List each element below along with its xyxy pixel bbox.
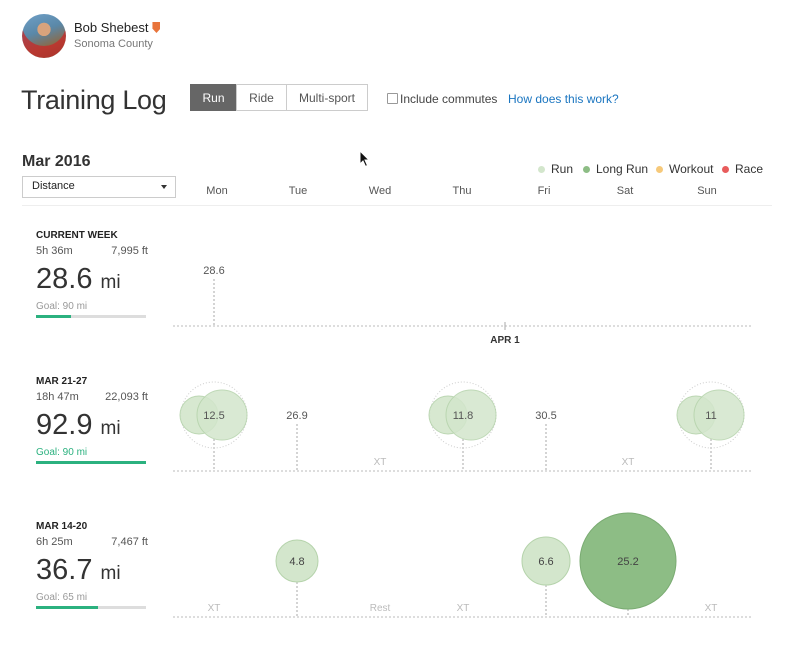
week-distance-unit: mi <box>100 563 121 584</box>
activity-note: XT <box>374 457 387 468</box>
legend-dot <box>722 165 729 173</box>
activity-value: 12.5 <box>203 410 224 422</box>
tab-run[interactable]: Run <box>190 84 237 111</box>
week-elevation: 7,467 ft <box>111 536 148 548</box>
legend-dot <box>538 165 545 173</box>
activity-bubble[interactable] <box>579 512 677 610</box>
month-label: Mar 2016 <box>22 153 91 170</box>
activity-value: 4.8 <box>289 556 304 568</box>
week-distance: 92.9 mi <box>36 409 148 442</box>
activity-value: 6.6 <box>538 556 553 568</box>
legend-dot <box>656 165 663 173</box>
activity-note: Rest <box>370 603 391 614</box>
activity-bubble[interactable] <box>445 389 497 441</box>
tab-multi-sport[interactable]: Multi-sport <box>286 84 368 111</box>
goal-progress-fill <box>36 315 72 318</box>
legend-workout: Workout <box>656 162 713 176</box>
legend-dot <box>583 165 590 173</box>
day-tue: Tue <box>288 185 308 197</box>
activity-note: XT <box>208 603 221 614</box>
activity-bubble[interactable] <box>275 539 319 583</box>
week-time: 5h 36m <box>36 245 73 257</box>
goal-progress-bar <box>36 606 146 609</box>
activity-value: 11.8 <box>453 410 474 422</box>
legend-label: Workout <box>669 162 714 176</box>
metric-select[interactable]: Distance <box>22 176 176 198</box>
goal-progress-bar <box>36 315 146 318</box>
week-distance-value: 36.7 <box>36 554 93 586</box>
week-goal: Goal: 90 mi <box>36 447 88 458</box>
day-fri: Fri <box>537 185 551 197</box>
activity-bubble[interactable] <box>693 389 745 441</box>
metric-select-value: Distance <box>32 180 75 192</box>
shield-icon <box>152 22 161 33</box>
include-commutes-checkbox[interactable] <box>387 93 398 104</box>
week-distance-unit: mi <box>100 418 121 439</box>
day-sat: Sat <box>616 185 634 197</box>
week-elevation: 7,995 ft <box>111 245 148 257</box>
activity-note: XT <box>622 457 635 468</box>
legend-race: Race <box>722 162 763 176</box>
week-label: CURRENT WEEK <box>36 230 118 241</box>
week-label: MAR 14-20 <box>36 521 88 532</box>
week-distance-unit: mi <box>100 272 121 293</box>
legend-label: Race <box>735 162 764 176</box>
chevron-down-icon <box>161 185 167 189</box>
goal-progress-fill <box>36 461 146 464</box>
goal-progress-bar <box>36 461 146 464</box>
activity-note: XT <box>705 603 718 614</box>
week-distance: 28.6 mi <box>36 263 148 296</box>
week-distance-value: 28.6 <box>36 263 93 295</box>
athlete-avatar[interactable] <box>22 14 66 58</box>
include-commutes-label[interactable]: Include commutes <box>400 92 498 106</box>
activity-bubble[interactable] <box>196 389 248 441</box>
week-summary-mar-14-20[interactable]: MAR 14-20 6h 25m 7,467 ft 36.7 mi Goal: 6… <box>36 521 148 609</box>
day-thu: Thu <box>452 185 472 197</box>
activity-value: 26.9 <box>286 410 307 422</box>
legend-long-run: Long Run <box>583 162 648 176</box>
week-elevation: 22,093 ft <box>105 391 148 403</box>
month-marker-label: APR 1 <box>490 335 520 346</box>
week-summary-current[interactable]: CURRENT WEEK 5h 36m 7,995 ft 28.6 mi Goal… <box>36 230 148 318</box>
day-wed: Wed <box>368 185 392 197</box>
legend-run: Run <box>538 162 573 176</box>
day-sun: Sun <box>697 185 717 197</box>
week-label: MAR 21-27 <box>36 376 88 387</box>
activity-note: XT <box>457 603 470 614</box>
activity-value: 25.2 <box>617 556 638 568</box>
legend-label: Long Run <box>596 162 649 176</box>
athlete-name-text[interactable]: Bob Shebest <box>74 20 149 35</box>
legend-label: Run <box>551 162 574 176</box>
activity-bubble[interactable] <box>521 536 571 586</box>
day-mon: Mon <box>206 185 228 197</box>
week-stats: 6h 25m 7,467 ft <box>36 536 148 548</box>
mouse-cursor-icon <box>359 150 371 168</box>
week-stats: 18h 47m 22,093 ft <box>36 391 148 403</box>
week-stats: 5h 36m 7,995 ft <box>36 245 148 257</box>
week-time: 18h 47m <box>36 391 79 403</box>
athlete-location: Sonoma County <box>74 38 153 50</box>
activity-value: 30.5 <box>535 410 556 422</box>
tab-ride[interactable]: Ride <box>236 84 287 111</box>
goal-progress-fill <box>36 606 98 609</box>
week-goal: Goal: 90 mi <box>36 301 88 312</box>
week-distance-value: 92.9 <box>36 409 93 441</box>
week-time: 6h 25m <box>36 536 73 548</box>
athlete-name[interactable]: Bob Shebest <box>74 20 161 35</box>
activity-value: 28.6 <box>203 265 224 277</box>
week-distance: 36.7 mi <box>36 554 148 587</box>
activity-value: 11 <box>705 410 716 422</box>
week-summary-mar-21-27[interactable]: MAR 21-27 18h 47m 22,093 ft 92.9 mi Goal:… <box>36 376 148 464</box>
how-does-this-work-link[interactable]: How does this work? <box>508 92 619 106</box>
page-title: Training Log <box>21 85 167 115</box>
week-goal: Goal: 65 mi <box>36 592 88 603</box>
header-divider <box>22 205 772 206</box>
